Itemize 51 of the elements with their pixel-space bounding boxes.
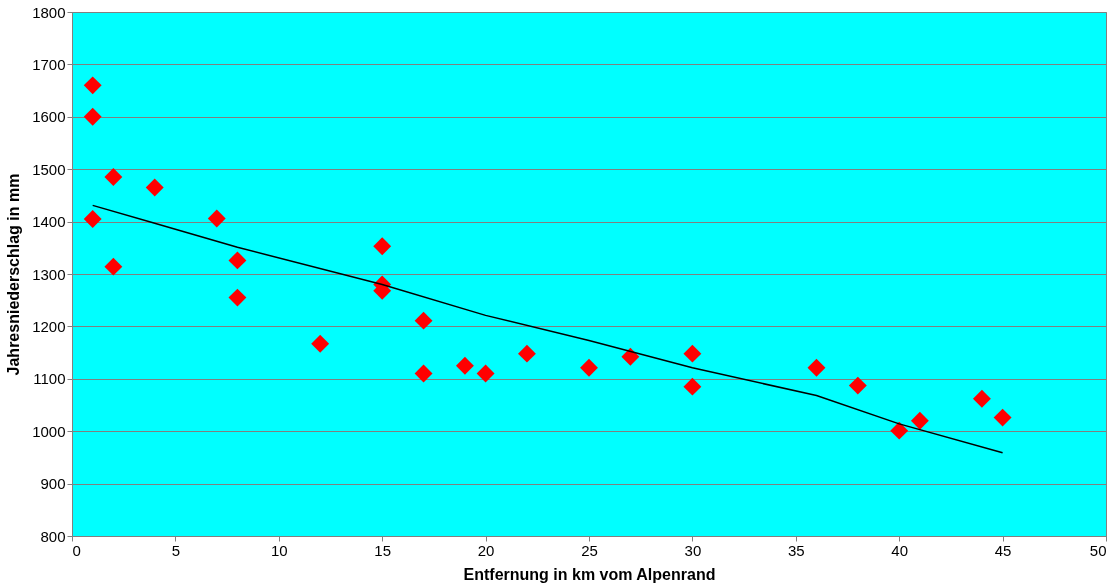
x-tick-label: 50 bbox=[1089, 541, 1107, 559]
x-tick-label: 5 bbox=[171, 541, 181, 559]
point bbox=[414, 364, 433, 383]
x-tick-label: 40 bbox=[891, 541, 909, 559]
y-tick-label: 1200 bbox=[32, 317, 66, 335]
x-tick-label: 0 bbox=[72, 541, 81, 559]
x-tick-label: 20 bbox=[477, 541, 495, 559]
y-tick-label: 900 bbox=[40, 475, 66, 493]
point bbox=[145, 178, 164, 197]
point bbox=[83, 210, 102, 228]
point bbox=[890, 421, 909, 440]
point bbox=[910, 411, 929, 430]
y-tick-label: 1300 bbox=[32, 265, 66, 283]
point bbox=[207, 209, 226, 228]
y-tick-label: 1100 bbox=[33, 370, 66, 388]
x-tick-label: 15 bbox=[374, 541, 392, 559]
x-tick-label: 35 bbox=[787, 541, 805, 559]
point bbox=[683, 377, 702, 396]
point bbox=[476, 364, 495, 383]
x-tick-label: 30 bbox=[684, 541, 702, 559]
point bbox=[580, 358, 598, 377]
x-axis-title: Entfernung in km vom Alpenrand bbox=[463, 565, 716, 583]
y-tick-label: 800 bbox=[40, 527, 66, 545]
point bbox=[848, 376, 867, 395]
y-tick-label: 1400 bbox=[32, 213, 66, 231]
x-tick-label: 10 bbox=[270, 541, 288, 559]
y-tick-label: 1700 bbox=[32, 55, 66, 73]
y-axis-title: Jahresniederschlag in mm bbox=[5, 173, 23, 376]
y-tick-label: 1600 bbox=[32, 108, 66, 126]
point bbox=[807, 358, 826, 377]
point bbox=[373, 237, 392, 256]
point bbox=[83, 76, 102, 95]
line-series bbox=[91, 204, 1004, 454]
point bbox=[104, 257, 123, 276]
y-tick-label: 1500 bbox=[32, 160, 66, 178]
point bbox=[228, 288, 247, 307]
point bbox=[518, 344, 536, 363]
point bbox=[104, 168, 123, 186]
point bbox=[311, 334, 330, 353]
point bbox=[972, 389, 991, 408]
y-tick-label: 1800 bbox=[32, 3, 66, 21]
point bbox=[993, 408, 1012, 427]
point bbox=[455, 356, 474, 375]
x-tick-label: 25 bbox=[581, 541, 598, 559]
y-tick-label: 1000 bbox=[32, 422, 66, 440]
point bbox=[683, 344, 702, 363]
point bbox=[621, 347, 640, 366]
point bbox=[228, 251, 247, 270]
point bbox=[83, 107, 102, 126]
point bbox=[414, 311, 433, 330]
x-tick-label: 45 bbox=[994, 541, 1012, 559]
